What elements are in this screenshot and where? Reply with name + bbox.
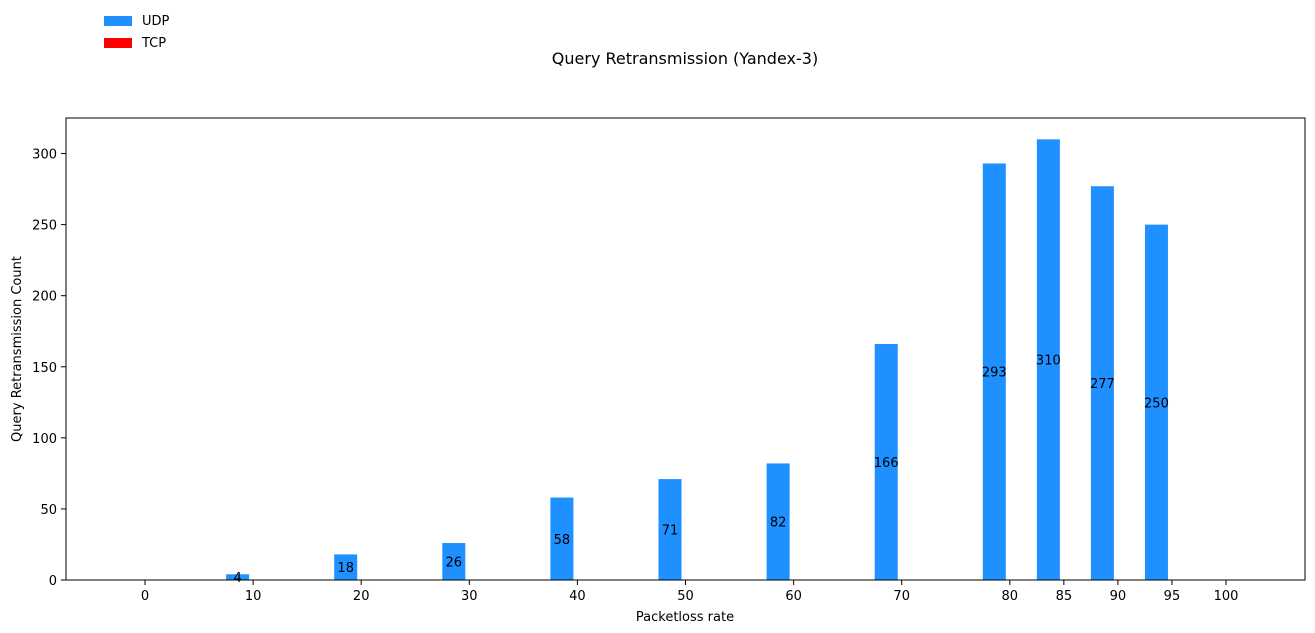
- y-tick-label: 100: [32, 432, 57, 447]
- bar-value-label: 18: [337, 561, 354, 576]
- bar-value-label: 250: [1144, 396, 1169, 411]
- x-tick-label: 90: [1110, 589, 1127, 604]
- legend-swatch-tcp: [104, 38, 132, 48]
- y-axis: 0 50 100 150 200 250 300: [32, 148, 66, 589]
- bar-value-label: 166: [874, 456, 899, 471]
- x-tick-label: 40: [569, 589, 586, 604]
- y-tick-label: 0: [49, 574, 57, 589]
- x-tick-label: 70: [893, 589, 910, 604]
- bar-value-label: 71: [662, 524, 679, 539]
- bar-labels-group: 4 18 26 58 71 82 166 293 310 277 250: [233, 354, 1168, 586]
- x-axis: 0 10 20 30 40 50 60 70 80 85 90 95 100: [141, 580, 1239, 604]
- bar-udp: [1090, 186, 1114, 581]
- bar-udp: [1144, 224, 1168, 580]
- bar-udp: [550, 497, 574, 580]
- chart-title: Query Retransmission (Yandex-3): [552, 49, 818, 68]
- legend-label-tcp: TCP: [142, 35, 167, 51]
- y-tick-label: 150: [32, 361, 57, 376]
- bar-value-label: 58: [554, 533, 571, 548]
- x-tick-label: 80: [1002, 589, 1019, 604]
- bar-value-label: 310: [1036, 354, 1061, 369]
- bar-udp: [226, 574, 250, 580]
- x-tick-label: 50: [677, 589, 694, 604]
- bar-udp: [1036, 139, 1060, 581]
- bar-value-label: 4: [233, 571, 241, 586]
- legend-label-udp: UDP: [142, 13, 170, 29]
- x-tick-label: 60: [785, 589, 802, 604]
- y-axis-label: Query Retransmission Count: [10, 256, 25, 442]
- bar-value-label: 293: [982, 366, 1007, 381]
- bar-udp: [766, 463, 790, 580]
- x-tick-label: 10: [245, 589, 262, 604]
- legend-item-udp: UDP: [102, 10, 169, 32]
- x-axis-label: Packetloss rate: [636, 610, 734, 625]
- bar-value-label: 26: [446, 556, 463, 571]
- x-tick-label: 0: [141, 589, 149, 604]
- bars-group: [226, 139, 1168, 581]
- x-tick-label: 100: [1214, 589, 1239, 604]
- bar-udp: [874, 344, 898, 580]
- y-tick-label: 300: [32, 148, 57, 163]
- y-tick-label: 250: [32, 219, 57, 234]
- bar-value-label: 82: [770, 516, 787, 531]
- legend-swatch-udp: [104, 16, 132, 26]
- x-tick-label: 95: [1164, 589, 1181, 604]
- y-tick-label: 200: [32, 290, 57, 305]
- bar-udp: [334, 554, 358, 580]
- plot-frame: [65, 117, 1306, 581]
- legend-item-tcp: TCP: [102, 32, 169, 54]
- bar-udp: [442, 543, 466, 580]
- x-tick-label: 85: [1056, 589, 1073, 604]
- bar-udp: [658, 479, 682, 580]
- bar-value-label: 277: [1090, 377, 1115, 392]
- y-tick-label: 50: [40, 503, 57, 518]
- legend: UDP TCP: [102, 10, 169, 54]
- bar-udp: [982, 163, 1006, 580]
- x-tick-label: 20: [353, 589, 370, 604]
- x-tick-label: 30: [461, 589, 478, 604]
